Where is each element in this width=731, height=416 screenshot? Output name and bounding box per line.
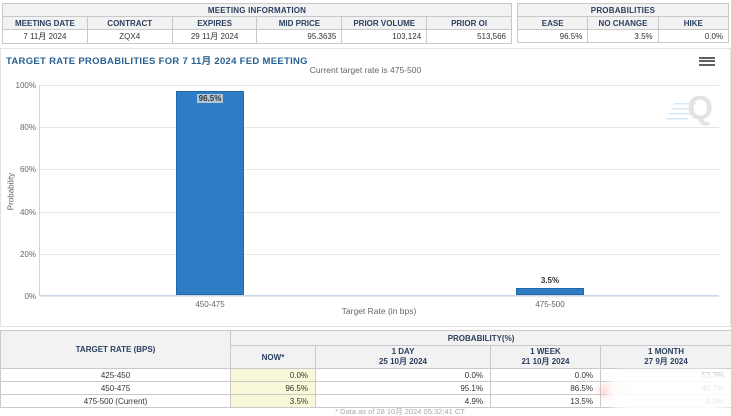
probabilities-summary-table: PROBABILITIES EASE NO CHANGE HIKE 96.5% 3.5… <box>516 3 730 43</box>
probability-percent-header: PROBABILITY(%) <box>229 330 731 346</box>
gridline-0 <box>40 296 719 297</box>
gridline-60 <box>40 169 719 171</box>
y-tick-80: 80% <box>19 123 36 133</box>
chart-title: TARGET RATE PROBABILITIES FOR 7 11月 2024… <box>6 56 308 67</box>
gridline-100 <box>40 85 719 86</box>
rate-cell-425-450: 425-450 <box>0 368 231 382</box>
meeting-value-mid-price: 95.3635 <box>256 29 343 44</box>
meeting-col-prior-oi: PRIOR OI <box>426 16 512 30</box>
prob-cell-450-475-1-day: 95.1% <box>315 381 491 395</box>
y-tick-60: 60% <box>19 165 36 175</box>
prob-value-no-change: 3.5% <box>587 29 659 43</box>
prob-cell-425-450-1-week: 0.0% <box>490 368 601 382</box>
prob-cell-450-475-1-week: 86.5% <box>490 381 601 395</box>
x-tick-450-475: 450-475 <box>195 300 225 309</box>
history-column-header-row: NOW* 1 DAY 25 10月 2024 1 WEEK 21 10月 2024 1 M… <box>1 345 731 369</box>
meeting-information-header-row: MEETING DATE CONTRACT EXPIRES MID PRICE PRIO… <box>2 16 512 30</box>
rate-cell-450-475: 450-475 <box>0 381 231 395</box>
meeting-value-prior-oi: 513,566 <box>426 29 512 44</box>
y-axis-title: Probability <box>6 172 16 211</box>
history-col-1-week: 1 WEEK 21 10月 2024 <box>490 345 601 369</box>
prob-col-no-change: NO CHANGE <box>587 16 659 30</box>
prob-cell-425-450-now: 0.0% <box>230 368 316 382</box>
redaction-blur <box>612 375 731 408</box>
y-tick-20: 20% <box>19 249 36 259</box>
y-tick-0: 0% <box>24 292 36 301</box>
menu-bar <box>699 63 715 66</box>
probabilities-group-row: PROBABILITIES <box>517 3 729 17</box>
data-label-475-500: 3.5% <box>515 276 585 285</box>
gridline-20 <box>40 253 719 255</box>
meeting-information-table: MEETING INFORMATION MEETING DATE CONTRACT… <box>2 3 512 44</box>
prob-cell-475-500-current-1-week: 13.5% <box>490 394 601 408</box>
data-label-text: 3.5% <box>540 275 560 285</box>
prob-col-ease: EASE <box>516 16 589 30</box>
meeting-information-title: MEETING INFORMATION <box>2 3 512 17</box>
bar-450-475[interactable] <box>176 91 244 295</box>
menu-bar <box>699 56 715 59</box>
gridline-80 <box>40 127 719 129</box>
meeting-value-meeting-date: 7 11月 2024 <box>2 29 88 44</box>
probability-history-table: TARGET RATE (BPS) PROBABILITY(%) NOW* 1 D… <box>0 330 731 408</box>
y-tick-100: 100% <box>15 81 36 90</box>
target-rate-bps-header: TARGET RATE (BPS) <box>0 330 231 369</box>
watermark-q-icon: Q <box>687 89 713 126</box>
prob-cell-425-450-1-day: 0.0% <box>315 368 491 382</box>
meeting-col-contract: CONTRACT <box>86 16 173 30</box>
data-label-450-475: 96.5% <box>175 94 245 104</box>
meeting-information-value-row: 7 11月 2024 ZQX4 29 11月 2024 95.3635 103,124 5… <box>2 29 512 44</box>
history-col-1-month: 1 MONTH 27 9月 2024 <box>599 345 731 369</box>
chart-subtitle: Current target rate is 475-500 <box>309 65 422 75</box>
data-label-text: 96.5% <box>196 94 224 104</box>
history-col-label: 1 DAY <box>391 347 415 356</box>
meeting-value-expires: 29 11月 2024 <box>171 29 258 44</box>
x-axis-title: Target Rate (in bps) <box>341 306 417 316</box>
prob-value-hike: 0.0% <box>657 29 730 43</box>
plot-area: Q 0% 20% 40% 60% 80% 100% 450-475 96.5% 475-500 3… <box>16 81 719 309</box>
hamburger-menu-icon[interactable] <box>698 53 716 67</box>
meeting-col-expires: EXPIRES <box>171 16 258 30</box>
history-group-header-row: TARGET RATE (BPS) PROBABILITY(%) <box>0 330 731 369</box>
y-tick-40: 40% <box>19 207 36 217</box>
target-rate-chart-panel: TARGET RATE PROBABILITIES FOR 7 11月 2024… <box>0 48 731 327</box>
probabilities-header-row: EASE NO CHANGE HIKE <box>516 16 730 30</box>
history-col-date: 21 10月 2024 <box>521 357 570 366</box>
data-as-of-footnote: * Data as of 28 10月 2024 05:32:41 CT <box>335 407 465 416</box>
gridline-40 <box>40 211 719 213</box>
history-col-1-day: 1 DAY 25 10月 2024 <box>315 345 491 369</box>
history-col-now: NOW* <box>230 345 316 369</box>
history-col-date: 27 9月 2024 <box>644 357 688 366</box>
history-col-label: 1 MONTH <box>648 347 685 356</box>
meeting-col-prior-volume: PRIOR VOLUME <box>341 16 428 30</box>
prob-value-ease: 96.5% <box>516 29 589 43</box>
meeting-col-mid-price: MID PRICE <box>256 16 343 30</box>
probabilities-value-row: 96.5% 3.5% 0.0% <box>516 29 730 43</box>
meeting-information-group-row: MEETING INFORMATION <box>2 3 512 17</box>
history-col-label: 1 WEEK <box>530 347 561 356</box>
meeting-value-prior-volume: 103,124 <box>341 29 428 44</box>
prob-cell-475-500-current-1-day: 4.9% <box>315 394 491 408</box>
x-tick-475-500: 475-500 <box>535 300 565 309</box>
probabilities-title: PROBABILITIES <box>517 3 729 17</box>
prob-cell-475-500-current-now: 3.5% <box>230 394 316 408</box>
prob-cell-450-475-now: 96.5% <box>230 381 316 395</box>
meeting-col-meeting-date: MEETING DATE <box>2 16 88 30</box>
menu-bar <box>699 60 715 62</box>
history-col-date: 25 10月 2024 <box>378 357 428 366</box>
bar-475-500[interactable] <box>516 287 584 295</box>
q-logo-watermark: Q <box>663 89 715 127</box>
meeting-value-contract: ZQX4 <box>86 29 173 44</box>
history-col-label: NOW* <box>261 352 285 362</box>
rate-cell-475-500-current: 475-500 (Current) <box>0 394 231 408</box>
prob-col-hike: HIKE <box>657 16 730 30</box>
